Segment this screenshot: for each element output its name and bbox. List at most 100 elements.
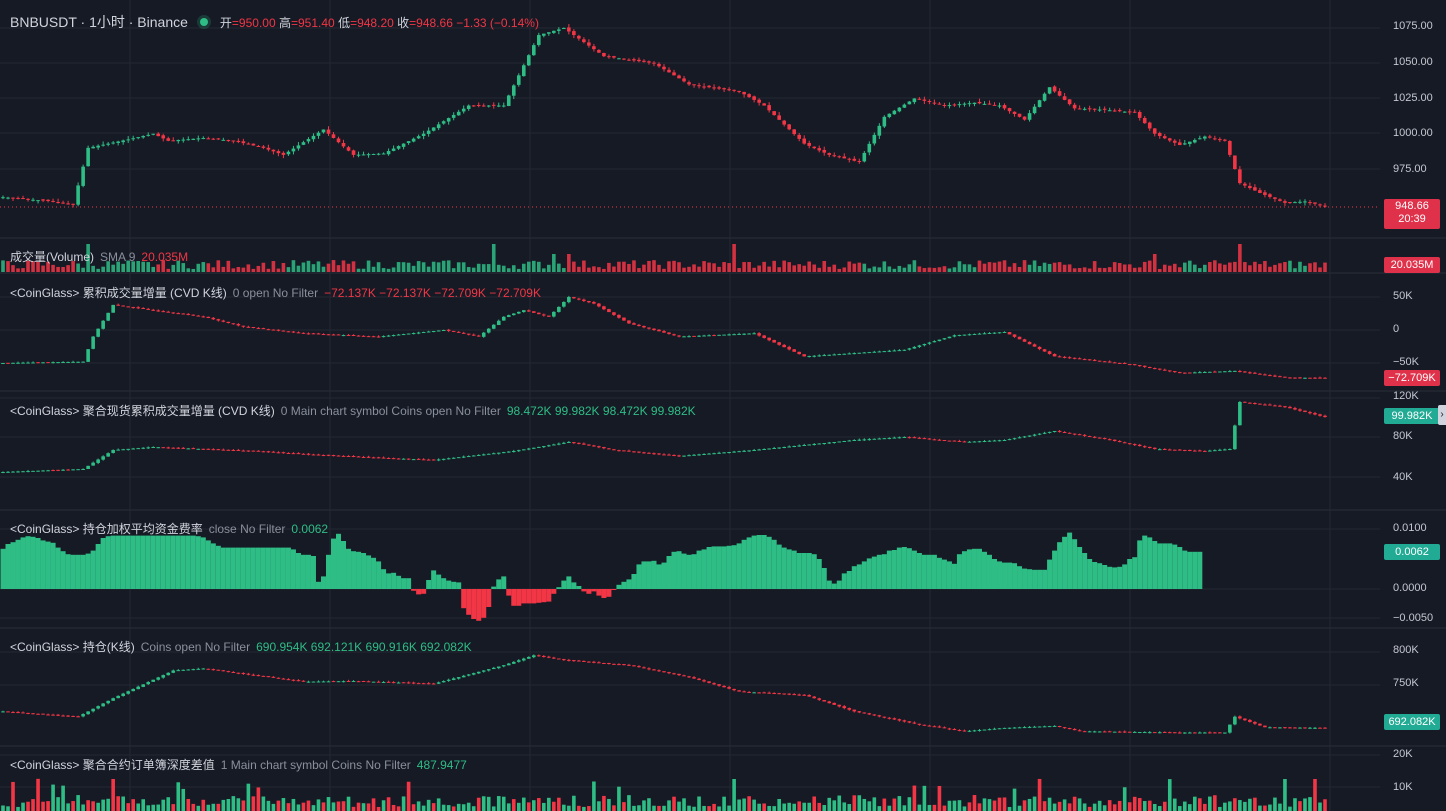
oi-candle [787, 693, 791, 695]
oi-candle [647, 668, 651, 670]
spot-cvd-candle [486, 453, 491, 455]
cvd-candle [56, 362, 60, 364]
volume-bar [547, 264, 551, 272]
volume-bar [802, 265, 807, 272]
volume-bar [346, 263, 351, 272]
funding-label[interactable]: <CoinGlass> 持仓加权平均资金费率 [10, 522, 203, 536]
depth-bar [331, 802, 336, 811]
cvd-candle [972, 333, 977, 335]
depth-bar [722, 796, 726, 811]
funding-bar [916, 553, 922, 589]
depth-bar [476, 797, 481, 811]
price-candle [767, 105, 771, 111]
volume-bar [291, 260, 296, 272]
depth-bar [16, 806, 20, 811]
depth-bar [1092, 803, 1097, 811]
depth-bar [261, 796, 266, 811]
oi-candle [1263, 725, 1267, 728]
oi-candle [1147, 732, 1152, 734]
depth-bar [26, 801, 30, 811]
price-candle [1087, 108, 1092, 110]
oi-candle [662, 671, 666, 673]
volume-tag: 20.035M [1384, 257, 1440, 273]
cvd-candle [186, 313, 191, 315]
volume-label[interactable]: 成交量(Volume) [10, 250, 95, 264]
depth-bar [286, 803, 291, 811]
spot-cvd-candle [81, 469, 85, 470]
oi-candle [1313, 727, 1317, 729]
oi-candle [321, 681, 326, 683]
volume-bar [11, 265, 15, 272]
spot-cvd-candle [291, 453, 296, 455]
spot-cvd-candle [71, 469, 75, 471]
oi-label[interactable]: <CoinGlass> 持仓(K线) [10, 640, 135, 654]
depth-bar [982, 798, 987, 811]
scroll-right-icon[interactable]: › [1438, 405, 1446, 425]
depth-bar [1198, 798, 1202, 811]
spot-cvd-candle [416, 458, 421, 460]
volume-bar [812, 264, 817, 272]
cvd-candle [276, 329, 281, 331]
funding-bar [160, 535, 166, 589]
cvd-candle [937, 339, 942, 342]
price-candle [532, 45, 536, 56]
spot-cvd-candle [852, 440, 857, 441]
volume-bar [1142, 261, 1147, 272]
funding-bar [686, 554, 692, 589]
depth-bar [537, 798, 541, 811]
depth-bar [607, 798, 611, 811]
volume-bar [446, 260, 451, 272]
spot-cvd-candle [707, 453, 711, 455]
depth-bar [1298, 801, 1302, 811]
volume-bar [717, 266, 721, 272]
volume-bar [897, 265, 902, 272]
symbol-title[interactable]: BNBUSDT · 1小时 · Binance [10, 14, 188, 30]
depth-bar [21, 802, 25, 811]
price-candle [326, 129, 331, 134]
funding-bar [1162, 543, 1168, 589]
oi-candle [396, 682, 401, 684]
price-candle [296, 145, 301, 149]
oi-candle [1193, 732, 1197, 734]
volume-bar [461, 262, 466, 272]
funding-bar [711, 546, 717, 589]
oi-candle [151, 679, 156, 682]
spot-cvd-candle [251, 450, 256, 452]
volume-bar [542, 268, 546, 272]
price-candle [31, 199, 35, 201]
spot-cvd-label[interactable]: <CoinGlass> 聚合现货累积成交量增量 (CVD K线) [10, 404, 275, 418]
spot-cvd-candle [972, 441, 977, 443]
depth-label[interactable]: <CoinGlass> 聚合合约订单簿深度差值 [10, 758, 215, 772]
depth-bar [1127, 802, 1132, 811]
volume-bar [296, 265, 301, 272]
cvd-label[interactable]: <CoinGlass> 累积成交量增量 (CVD K线) [10, 286, 227, 300]
spot-cvd-candle [1172, 449, 1177, 451]
oi-candle [261, 675, 266, 677]
depth-bar [1122, 787, 1127, 811]
spot-cvd-candle [271, 451, 276, 453]
funding-bar [561, 580, 567, 589]
price-candle [156, 133, 161, 137]
funding-bar [851, 566, 857, 589]
spot-cvd-candle [86, 465, 90, 469]
depth-bar [201, 799, 206, 811]
volume-bar [281, 262, 286, 272]
volume-bar [481, 264, 486, 272]
oi-candle [887, 717, 892, 719]
oi-candle [697, 678, 701, 680]
funding-bar [1062, 536, 1068, 589]
spot-cvd-candle [121, 449, 125, 451]
oi-candle [451, 678, 456, 680]
oi-candle [436, 682, 441, 684]
price-tick: 1050.00 [1393, 56, 1433, 68]
funding-tag: 0.0062 [1384, 544, 1440, 560]
depth-bar [577, 805, 581, 811]
spot-cvd-candle [607, 448, 611, 450]
volume-bar [727, 263, 731, 272]
price-candle [26, 198, 30, 200]
funding-bar [165, 535, 171, 589]
funding-bar [1142, 535, 1148, 589]
oi-candle [136, 686, 141, 690]
cvd-candle [51, 362, 55, 364]
